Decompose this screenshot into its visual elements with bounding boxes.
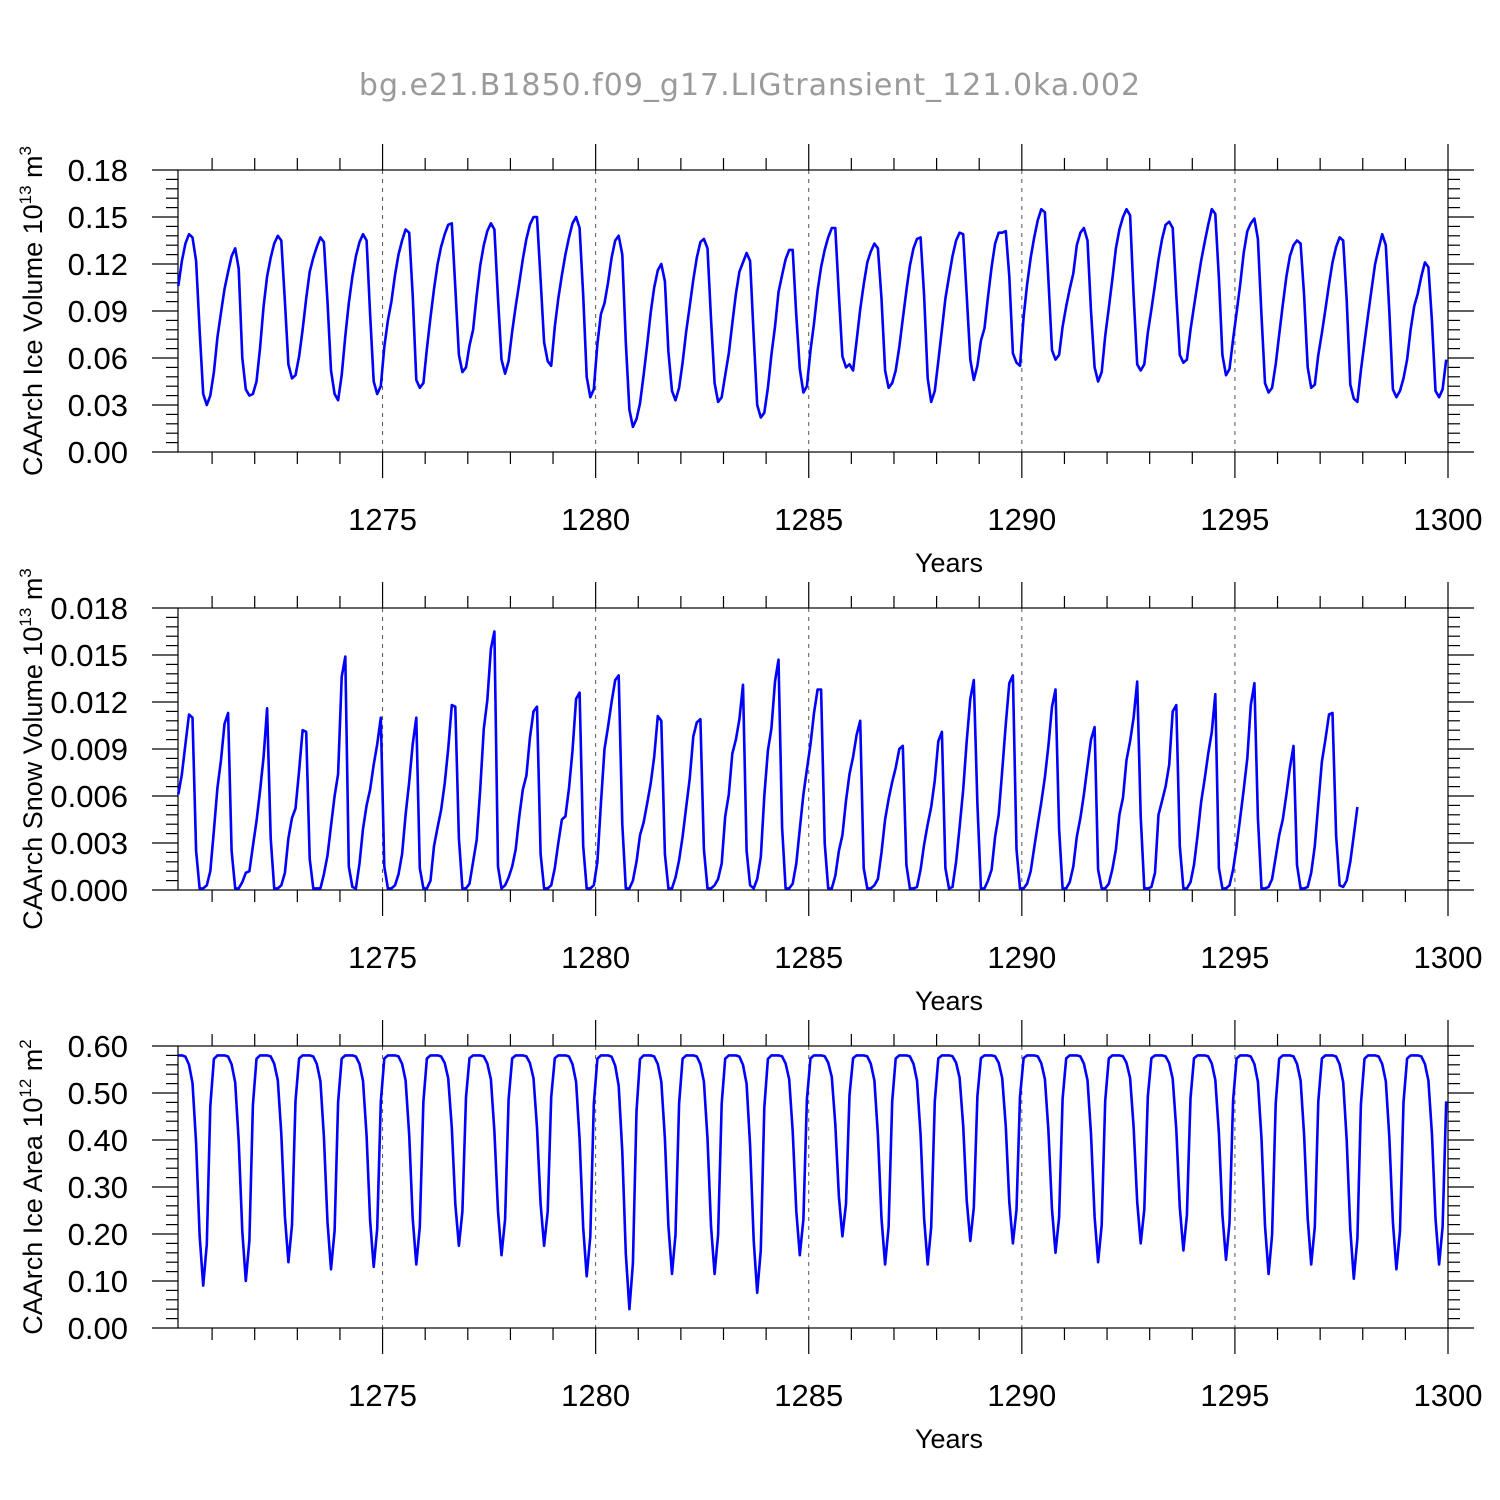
plot-frame xyxy=(177,607,1449,891)
x-tick-label: 1295 xyxy=(1200,940,1269,975)
y-tick-label: 0.00 xyxy=(68,1311,128,1346)
y-tick-label: 0.50 xyxy=(68,1076,128,1111)
y-tick-label: 0.003 xyxy=(50,826,128,861)
x-tick-label: 1275 xyxy=(348,502,417,537)
y-axis-label-unit: m xyxy=(18,155,48,185)
y-tick-label: 0.06 xyxy=(68,341,128,376)
y-tick-label: 0.000 xyxy=(50,873,128,908)
y-axis-label-exponent: 13 xyxy=(16,185,35,204)
x-axis-label: Years xyxy=(915,548,983,578)
x-tick-label: 1290 xyxy=(987,502,1056,537)
y-axis-label-text: CAArch Ice Volume 10 xyxy=(18,204,48,476)
y-axis-label-exponent: 12 xyxy=(16,1079,35,1098)
y-tick-label: 0.20 xyxy=(68,1217,128,1252)
y-axis-label-text: CAArch Snow Volume 10 xyxy=(18,627,48,930)
panel-3: 1275 1280 1285 1290 1295 1300 0.00 0.10 0.20 0.30… xyxy=(16,1020,1482,1454)
series-line xyxy=(178,1054,1448,1311)
y-axis-label: CAArch Snow Volume 1013 m3 xyxy=(16,568,48,930)
x-tick-label: 1300 xyxy=(1414,940,1483,975)
y-axis-label-exponent: 13 xyxy=(16,608,35,627)
y-tick-label: 0.15 xyxy=(68,200,128,235)
x-tick-label: 1290 xyxy=(987,940,1056,975)
x-tick-label: 1300 xyxy=(1414,1378,1483,1413)
y-axis-label-unit-exponent: 3 xyxy=(16,568,35,577)
x-axis-label: Years xyxy=(915,986,983,1016)
x-tick-label: 1280 xyxy=(561,1378,630,1413)
x-tick-label: 1275 xyxy=(348,940,417,975)
x-tick-label: 1285 xyxy=(774,940,843,975)
x-tick-label: 1275 xyxy=(348,1378,417,1413)
x-tick-label: 1285 xyxy=(774,502,843,537)
y-axis-label-unit-exponent: 2 xyxy=(16,1039,35,1048)
y-tick-label: 0.18 xyxy=(68,153,128,188)
series-line xyxy=(177,630,1359,890)
y-tick-label: 0.006 xyxy=(50,779,128,814)
y-axis-label-unit: m xyxy=(18,578,48,608)
y-axis-label: CAArch Ice Area 1012 m2 xyxy=(16,1039,48,1335)
y-tick-label: 0.30 xyxy=(68,1170,128,1205)
x-tick-label: 1290 xyxy=(987,1378,1056,1413)
y-tick-label: 0.012 xyxy=(50,685,128,720)
y-tick-label: 0.12 xyxy=(68,247,128,282)
series-line xyxy=(177,207,1448,429)
x-tick-label: 1295 xyxy=(1200,1378,1269,1413)
y-tick-label: 0.015 xyxy=(50,638,128,673)
x-tick-label: 1280 xyxy=(561,502,630,537)
y-tick-label: 0.03 xyxy=(68,388,128,423)
x-tick-label: 1295 xyxy=(1200,502,1269,537)
y-tick-label: 0.09 xyxy=(68,294,128,329)
y-tick-label: 0.60 xyxy=(68,1029,128,1064)
y-axis-label: CAArch Ice Volume 1013 m3 xyxy=(16,146,48,476)
panel-1: 1275 1280 1285 1290 1295 1300 0.00 0.03 0.06 0.09… xyxy=(16,144,1482,578)
panel-2: 1275 1280 1285 1290 1295 1300 0.000 0.003 0.006 0… xyxy=(16,568,1482,1016)
x-tick-label: 1285 xyxy=(774,1378,843,1413)
y-axis-label-unit: m xyxy=(18,1049,48,1079)
x-tick-label: 1280 xyxy=(561,940,630,975)
plot-frame xyxy=(177,169,1449,453)
figure-title: bg.e21.B1850.f09_g17.LIGtransient_121.0k… xyxy=(359,68,1141,103)
y-tick-label: 0.018 xyxy=(50,591,128,626)
x-tick-label: 1300 xyxy=(1414,502,1483,537)
y-tick-label: 0.10 xyxy=(68,1264,128,1299)
x-axis-label: Years xyxy=(915,1424,983,1454)
y-tick-label: 0.40 xyxy=(68,1123,128,1158)
y-axis-label-unit-exponent: 3 xyxy=(16,146,35,155)
y-tick-label: 0.00 xyxy=(68,435,128,470)
y-tick-label: 0.009 xyxy=(50,732,128,767)
y-axis-label-text: CAArch Ice Area 10 xyxy=(18,1098,48,1335)
